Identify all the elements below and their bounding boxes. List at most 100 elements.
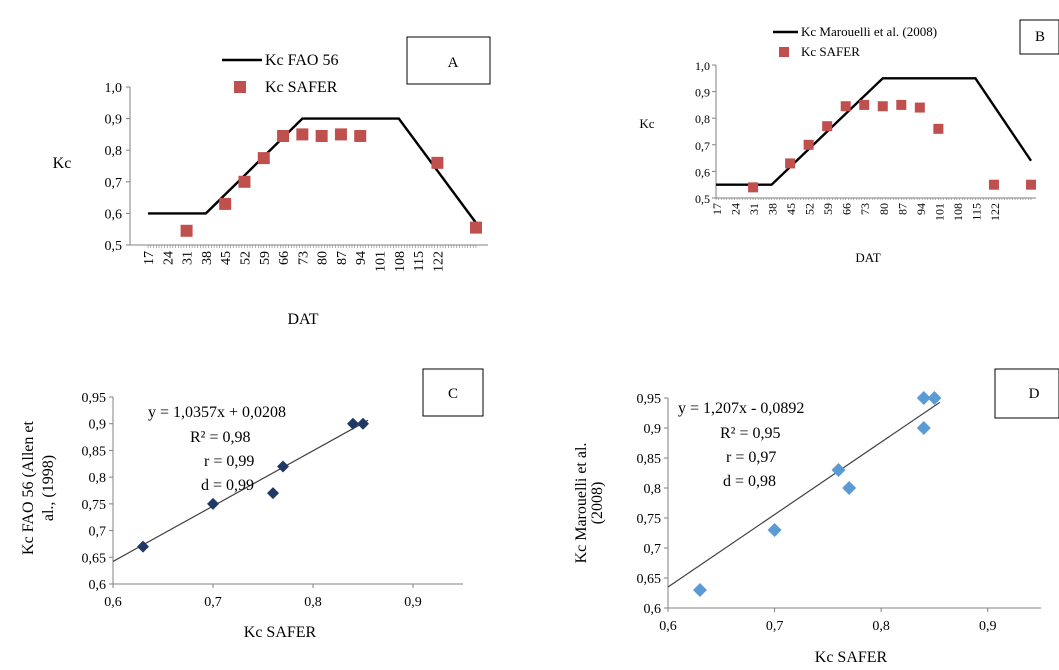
y-tick-label: 0,7 [105,176,123,191]
data-point-kc-safer [277,129,290,142]
y-tick-label: 0,9 [644,422,662,437]
x-tick-label: 66 [840,203,854,215]
legend-square-swatch [779,47,789,57]
panel-letter-box [1019,19,1059,55]
x-axis-label: Kc SAFER [244,624,317,641]
y-tick-label: 0,9 [105,113,123,128]
y-tick-label: 0,95 [637,392,662,407]
data-point-kc-safer [470,221,482,234]
y-axis-label-line-2: (2008) [589,482,606,525]
x-tick-label: 0,8 [304,595,322,610]
data-point-kc-safer [180,224,193,237]
x-tick-label: 94 [354,251,369,265]
trend-line [667,401,941,588]
panel-letter: D [1029,386,1040,402]
x-tick-label: 73 [296,251,311,265]
data-point [916,421,931,435]
x-tick-label: 24 [729,203,743,215]
x-tick-label: 122 [431,251,446,272]
panel-letter: C [448,386,458,402]
legend-label-reference: Kc FAO 56 [265,52,338,69]
x-tick-label: 87 [895,203,909,215]
data-point-kc-safer [914,102,925,113]
panel-letter-box [422,368,484,417]
regression-stat: R² = 0,95 [720,425,781,442]
y-tick-label: 0,6 [105,207,123,222]
x-tick-label: 115 [969,203,983,221]
x-tick-label: 0,7 [204,595,222,610]
x-tick-label: 0,8 [872,619,890,634]
x-tick-label: 17 [142,251,157,265]
x-tick-label: 31 [181,251,196,265]
y-tick-label: 0,7 [644,542,662,557]
x-axis-label: Kc SAFER [815,649,888,666]
x-axis-label: DAT [287,311,318,328]
legend-label-safer: Kc SAFER [801,44,860,59]
y-axis-label: Kc [639,116,654,131]
x-tick-label: 59 [258,251,273,265]
y-tick-label: 0,5 [695,192,710,206]
regression-stat: R² = 0,98 [190,429,251,446]
data-point [842,481,857,495]
data-point-kc-safer [257,152,270,165]
data-point-kc-safer [803,139,814,150]
y-tick-label: 0,85 [82,444,107,459]
x-tick-label: 0,6 [659,619,677,634]
x-tick-label: 108 [393,251,408,272]
regression-equation: y = 1,0357x + 0,0208 [148,404,286,421]
y-tick-label: 0,75 [637,512,662,527]
data-point-kc-safer [748,182,759,193]
data-point-kc-safer [859,99,870,110]
x-tick-label: 66 [277,251,292,265]
x-tick-label: 45 [784,203,798,215]
data-point-kc-safer [238,175,251,188]
data-point-kc-safer [785,158,796,169]
panel-B: 0,5 0,6 0,7 0,8 0,9 1,0 17 24 31 38 45 52 59 66 73 80 87… [639,19,1059,265]
x-tick-label: 59 [821,203,835,215]
legend-label-reference: Kc Marouelli et al. (2008) [801,24,937,39]
data-point [927,391,942,405]
y-axis-label-line-1: Kc Marouelli et al. [573,443,590,564]
data-point-kc-safer [296,128,309,141]
x-tick-label: 122 [988,203,1002,221]
y-tick-label: 0,6 [644,602,662,617]
data-point [767,523,782,537]
x-tick-label: 38 [766,203,780,215]
data-point [357,417,369,430]
panel-letter: A [448,55,459,71]
y-tick-label: 0,7 [695,139,710,153]
y-tick-label: 1,0 [695,59,710,73]
data-point-kc-safer [315,129,328,142]
regression-equation: y = 1,207x - 0,0892 [678,400,804,417]
data-point-kc-safer [822,121,833,132]
x-tick-label: 0,9 [979,619,997,634]
y-axis-label-line-2: al., (1998) [40,455,57,521]
x-tick-label: 94 [914,203,928,215]
y-tick-label: 0,8 [644,482,662,497]
data-point-kc-safer [840,101,851,112]
regression-stat: r = 0,97 [726,449,776,466]
regression-stat: r = 0,99 [204,453,254,470]
panel-A: 0,5 0,6 0,7 0,8 0,9 1,0 17 24 31 38 45 52 59 66 73 80 87… [53,36,491,328]
data-point-kc-safer [896,99,907,110]
data-point-kc-safer [431,156,444,169]
data-point-kc-safer [354,129,367,142]
data-point-kc-safer [988,179,999,190]
x-tick-label: 24 [161,251,176,265]
x-tick-label: 0,6 [104,595,122,610]
legend-label-safer: Kc SAFER [265,79,338,96]
data-point-kc-safer [334,128,347,141]
x-tick-label: 101 [374,251,389,272]
y-tick-label: 0,9 [695,86,710,100]
panel-C: 0,6 0,65 0,7 0,75 0,8 0,85 0,9 0,95 0,6 0,7 0,8 0,9… [20,368,484,641]
data-point-kc-safer [877,101,888,112]
panel-letter: B [1035,29,1045,45]
series-line-kc-reference [148,117,477,224]
x-tick-label: 115 [412,251,427,271]
series-line-kc-reference [716,77,1032,186]
data-point [692,583,707,597]
x-tick-label: 101 [932,203,946,221]
data-point-kc-safer [219,197,232,210]
y-tick-label: 0,9 [89,418,107,433]
